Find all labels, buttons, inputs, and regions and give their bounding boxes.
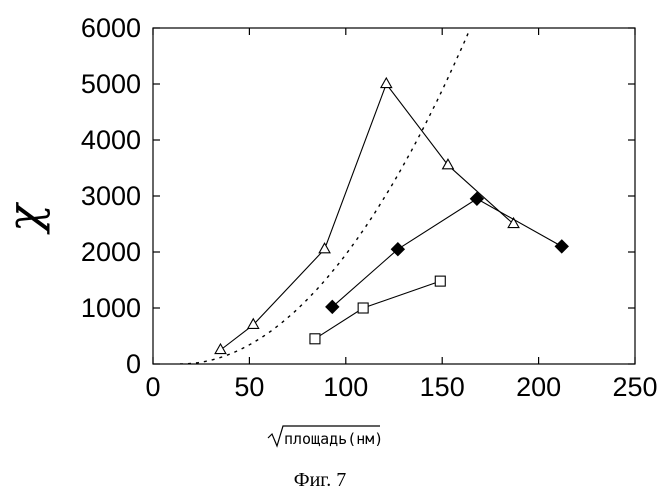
x-tick-label: 50 <box>234 372 264 402</box>
series-diamond <box>326 192 568 313</box>
series-layer <box>180 31 568 364</box>
figure-caption: Фиг. 7 <box>294 469 346 491</box>
data-point-triangle <box>215 344 226 354</box>
data-point-triangle <box>381 78 392 88</box>
series-none <box>180 31 469 364</box>
data-point-square <box>310 334 320 344</box>
y-tick-label: 3000 <box>81 181 141 211</box>
y-tick-label: 1000 <box>81 293 141 323</box>
data-point-square <box>435 276 445 286</box>
y-tick-label: 5000 <box>81 69 141 99</box>
dashed-fit-curve <box>180 31 469 364</box>
y-axis-label: χ <box>0 201 51 235</box>
y-tick-label: 0 <box>126 349 141 379</box>
x-axis-label: площадь(нм) <box>268 426 383 448</box>
y-tick-label: 6000 <box>81 13 141 43</box>
x-tick-label: 0 <box>145 372 160 402</box>
y-tick-label: 2000 <box>81 237 141 267</box>
data-point-diamond <box>470 192 483 205</box>
x-axis-label-text: площадь(нм) <box>284 430 383 448</box>
series-line <box>332 199 561 307</box>
plot-frame <box>153 28 635 364</box>
y-tick-label: 4000 <box>81 125 141 155</box>
data-point-diamond <box>555 240 568 253</box>
data-point-triangle <box>319 243 330 253</box>
x-tick-label: 200 <box>516 372 561 402</box>
x-tick-label: 250 <box>612 372 657 402</box>
x-tick-label: 150 <box>420 372 465 402</box>
axes: 0 50 100 150 200 250 0 1000 2000 3000 4000 5000 6000 <box>81 13 658 402</box>
data-point-square <box>358 303 368 313</box>
x-tick-label: 100 <box>323 372 368 402</box>
